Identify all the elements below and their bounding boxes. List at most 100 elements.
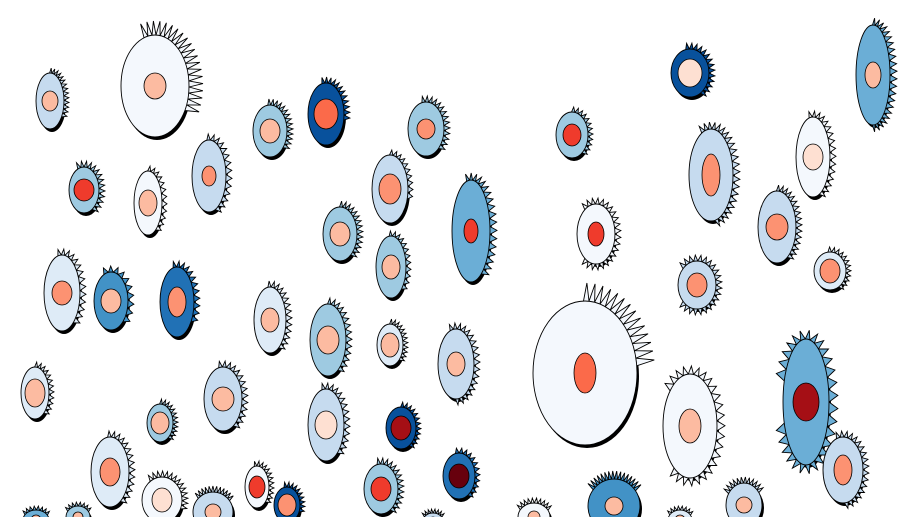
cell [371,148,414,226]
cell [451,172,498,285]
cell-nucleus [277,493,297,517]
cell [90,429,136,510]
cell [775,330,839,474]
cell [666,504,694,517]
cell [244,459,276,511]
cell-nucleus [416,118,436,140]
cell [273,480,307,517]
cell [813,245,853,293]
cell-nucleus [604,496,624,516]
cell [192,485,235,517]
cell-nucleus [527,510,541,517]
cell-nucleus [51,280,73,306]
cell-nucleus [463,218,479,244]
cell-nucleus [735,496,753,514]
cell [722,476,765,517]
cell-nucleus [248,475,266,499]
cell-nucleus [143,72,167,100]
cell-nucleus [211,386,235,412]
cell [68,159,107,216]
cell [253,280,293,356]
cell [363,456,406,517]
cell [822,429,870,510]
cell-nucleus [73,178,95,202]
cell [688,121,741,228]
cell-nucleus [72,511,84,517]
cell [376,318,410,369]
cell-nucleus [204,503,222,517]
cell [141,469,190,517]
cell [555,105,595,161]
cell-nucleus [201,165,217,187]
cell [20,360,55,422]
cell [146,397,180,445]
cell [757,184,804,266]
cell-nucleus [99,457,121,487]
cell [322,200,365,264]
cell [576,196,622,272]
cell-nucleus [448,463,470,489]
cell-nucleus [792,382,820,422]
cell-group [20,17,898,517]
cell-nucleus [329,221,351,247]
cell [309,296,353,379]
cell-nucleus [24,378,46,408]
cell [516,496,553,517]
cell-nucleus [150,411,170,435]
cell [677,253,724,317]
cell [670,41,717,100]
cell-body [23,509,49,517]
cell-nucleus [260,307,280,333]
cell-body [517,502,551,517]
cell-nucleus [167,286,187,318]
cell [203,359,249,434]
cell [159,259,201,340]
cell [93,264,135,333]
cell-nucleus [833,454,853,486]
cell-nucleus [864,61,882,89]
cell-nucleus [313,98,339,130]
cell [133,164,168,238]
cell [442,446,481,502]
cell-nucleus [100,288,122,314]
cell-nucleus [316,325,340,355]
cell-nucleus [678,408,702,444]
cell-nucleus [677,58,703,88]
cell-nucleus [314,410,338,440]
cell-nucleus [573,352,597,394]
cell [855,17,898,133]
cell-nucleus [381,254,401,280]
cell [43,247,87,334]
cell-nucleus [701,153,721,197]
cell [421,507,446,517]
cell-body [668,509,692,517]
cell [191,132,233,215]
cell [252,98,295,160]
cell-nucleus [380,332,400,358]
cell-nucleus [802,143,824,171]
cell-nucleus [151,487,173,513]
cell-nucleus [686,272,708,298]
cell-nucleus [587,221,605,247]
cell [385,400,423,452]
cell [64,500,92,517]
cell [307,76,352,148]
cell-nucleus [446,351,466,377]
cell-nucleus [370,476,392,502]
cell-nucleus [259,118,281,144]
cell-nucleus [390,415,412,441]
cell [795,109,837,200]
cell [120,20,204,140]
cell [587,470,642,517]
cell [407,94,452,159]
cell [662,364,726,488]
cell [437,321,481,407]
cell-body [65,505,91,517]
cell-nucleus [138,189,158,217]
cell-nucleus [562,123,582,147]
cell [532,282,655,448]
cell [375,229,412,301]
cell-nucleus [819,258,841,284]
cell [35,67,71,132]
